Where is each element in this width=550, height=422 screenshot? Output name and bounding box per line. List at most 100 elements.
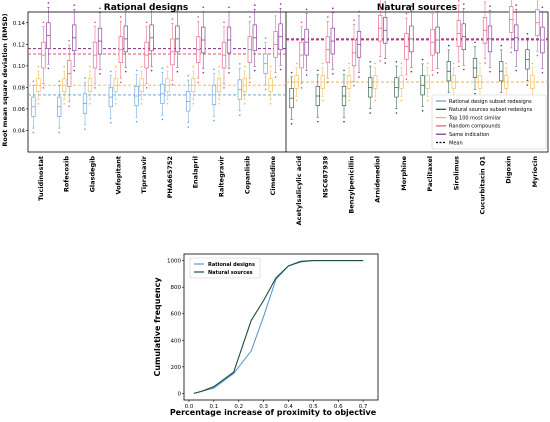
outlier-point (218, 102, 220, 105)
outlier-point (145, 21, 148, 24)
y-tick-label: 0.06 (13, 107, 26, 113)
y-tick-label: 0.08 (13, 85, 26, 91)
outlier-point (32, 131, 35, 134)
outlier-point (410, 70, 413, 73)
category-label: Morphine (400, 155, 408, 190)
outlier-point (379, 60, 382, 62)
outlier-point (327, 81, 329, 84)
x-tick-label: 0.4 (284, 404, 293, 410)
outlier-point (531, 62, 534, 65)
outlier-point (405, 78, 408, 80)
category-label: Digoxin (505, 156, 513, 184)
outlier-point (58, 131, 60, 134)
category-label: Paclitaxel (426, 156, 434, 192)
outlier-point (254, 4, 256, 6)
outlier-point (37, 102, 40, 105)
x-tick-label: 0.3 (259, 404, 268, 410)
y-tick-label: 0.10 (13, 64, 26, 70)
outlier-point (526, 84, 529, 86)
outlier-point (120, 81, 122, 84)
outlier-point (269, 65, 272, 68)
outlier-point (436, 6, 439, 9)
outlier-point (374, 62, 377, 65)
outlier-point (84, 77, 86, 79)
outlier-point (500, 44, 503, 47)
outlier-point (125, 5, 127, 7)
box-plot-area: 0.04 0.06 0.08 0.10 0.12 0.14 Tucidinostat Rofe… (13, 0, 549, 225)
outlier-point (213, 68, 215, 71)
outlier-point (489, 70, 491, 73)
outlier-point (249, 81, 251, 84)
outlier-point (32, 80, 35, 82)
outlier-point (536, 54, 539, 57)
legend-label: Rational designs (208, 262, 255, 268)
outlier-point (37, 65, 40, 68)
cumulative-plot-area: 0.0 0.1 0.2 0.3 0.4 0.5 0.6 0.7 0 200 400 600 800 100… (167, 253, 379, 410)
outlier-point (515, 69, 517, 72)
outlier-point (458, 65, 460, 68)
series-line-rational (193, 260, 364, 394)
category-label: Rofecoxib (63, 156, 71, 192)
outlier-point (264, 88, 267, 91)
outlier-point (135, 69, 138, 72)
outlier-point (410, 5, 413, 7)
outlier-point (135, 120, 138, 123)
category-label: Copanlisib (243, 156, 251, 194)
outlier-point (192, 65, 194, 68)
outlier-point (99, 73, 101, 75)
outlier-point (73, 4, 75, 6)
outlier-point (94, 87, 96, 89)
outlier-point (343, 120, 345, 123)
outlier-point (223, 21, 225, 24)
outlier-point (187, 126, 189, 128)
category-label: Myriocin (531, 156, 539, 188)
outlier-point (358, 76, 360, 78)
outlier-point (400, 99, 403, 102)
outlier-point (353, 19, 355, 21)
category-label: Vofopitant (114, 156, 122, 195)
outlier-point (505, 62, 508, 65)
outlier-point (244, 102, 246, 105)
category-label: Glasdegib (89, 156, 97, 193)
outlier-point (290, 71, 293, 74)
legend-box (431, 94, 547, 150)
outlier-point (99, 7, 101, 10)
y-tick-label: 0 (178, 391, 182, 397)
outlier-point (541, 71, 544, 74)
outlier-point (274, 76, 277, 78)
outlier-point (161, 118, 164, 121)
outlier-point (426, 62, 429, 65)
outlier-point (295, 99, 298, 102)
outlier-point (42, 87, 45, 89)
outlier-point (84, 128, 86, 130)
outlier-point (431, 8, 434, 11)
outlier-point (244, 65, 246, 68)
outlier-point (110, 70, 112, 73)
outlier-point (348, 99, 350, 102)
outlier-point (358, 10, 360, 13)
outlier-point (484, 62, 486, 64)
bottom-y-axis-label: Cumulative frequency (153, 277, 162, 377)
outlier-point (150, 69, 153, 72)
category-label: NSC687939 (321, 156, 329, 199)
series-line-natural (193, 260, 364, 394)
outlier-point (150, 4, 153, 6)
category-label: Raltegravir (218, 155, 226, 197)
outlier-point (264, 37, 267, 39)
outlier-point (140, 65, 143, 68)
outlier-point (161, 67, 164, 70)
outlier-point (145, 87, 148, 89)
outlier-point (218, 65, 220, 68)
outlier-point (327, 16, 329, 18)
outlier-point (68, 105, 70, 107)
outlier-point (384, 62, 387, 64)
outlier-point (42, 21, 45, 24)
x-tick-label: 0.5 (309, 404, 318, 410)
outlier-point (213, 119, 215, 122)
outlier-point (115, 65, 117, 68)
outlier-point (300, 21, 303, 24)
outlier-point (171, 18, 174, 20)
outlier-point (239, 114, 241, 116)
panel-title-rational: Rational designs (104, 3, 188, 13)
category-label: Benzylpenicillin (348, 156, 356, 214)
